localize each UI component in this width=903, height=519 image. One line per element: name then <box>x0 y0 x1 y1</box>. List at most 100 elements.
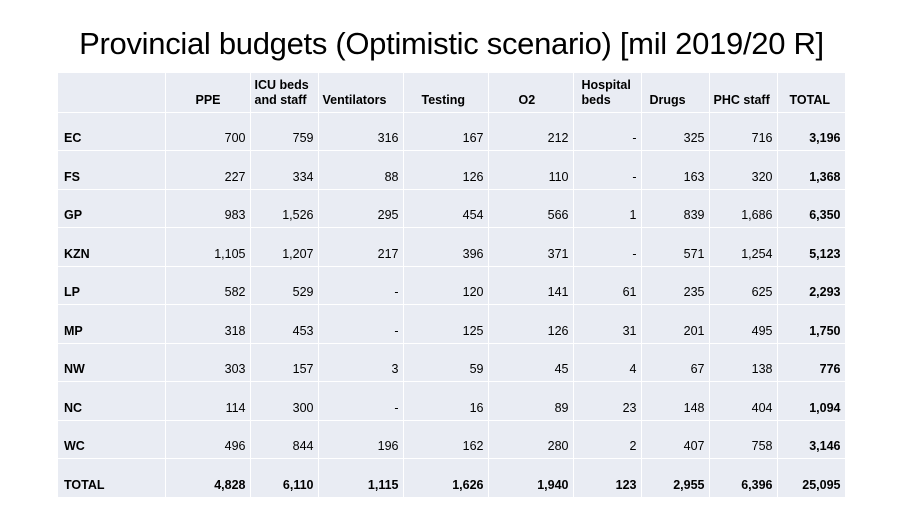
value-cell: 1 <box>573 189 642 228</box>
value-cell: 217 <box>318 227 404 267</box>
value-cell: 1,940 <box>488 458 574 498</box>
value-cell: 138 <box>709 343 778 382</box>
value-cell: 839 <box>641 189 710 228</box>
province-cell: EC <box>58 112 166 151</box>
value-cell: 496 <box>165 420 251 459</box>
value-cell: 45 <box>488 343 574 382</box>
total-row: TOTAL 4,828 6,110 1,115 1,626 1,940 123 2,955 6,… <box>58 458 846 498</box>
row-total-cell: 25,095 <box>777 458 846 498</box>
value-cell: 23 <box>573 381 642 421</box>
value-cell: 758 <box>709 420 778 459</box>
row-total-cell: 1,750 <box>777 304 846 344</box>
header-cell-o2: O2 <box>488 73 574 113</box>
value-cell: 141 <box>488 266 574 305</box>
value-cell: 67 <box>641 343 710 382</box>
slide-title: Provincial budgets (Optimistic scenario)… <box>79 26 824 61</box>
value-cell: 983 <box>165 189 251 228</box>
header-row: PPE ICU beds and staff Ventilators Testi… <box>58 73 846 113</box>
value-cell: 566 <box>488 189 574 228</box>
total-label: TOTAL <box>58 458 166 498</box>
value-cell: 16 <box>403 381 489 421</box>
value-cell: 844 <box>250 420 319 459</box>
value-cell: 316 <box>318 112 404 151</box>
table-row: NC 114 300-16 89 23 148 404 1,094 <box>58 381 846 421</box>
header-cell-icu: ICU beds and staff <box>250 73 319 113</box>
table-row: EC 700 759 316 167 212-325 716 3,196 <box>58 112 846 151</box>
value-cell: 1,626 <box>403 458 489 498</box>
table-row: FS 227 334 88 126 110-163 320 1,368 <box>58 150 846 190</box>
value-cell: 227 <box>165 150 251 190</box>
row-total-cell: 1,368 <box>777 150 846 190</box>
value-cell: 407 <box>641 420 710 459</box>
value-cell: 201 <box>641 304 710 344</box>
value-cell: 114 <box>165 381 251 421</box>
province-cell: KZN <box>58 227 166 267</box>
value-cell: - <box>318 266 404 305</box>
value-cell: 4 <box>573 343 642 382</box>
province-cell: MP <box>58 304 166 344</box>
value-cell: 6,110 <box>250 458 319 498</box>
value-cell: - <box>318 381 404 421</box>
value-cell: 31 <box>573 304 642 344</box>
header-cell-drugs: Drugs <box>641 73 710 113</box>
value-cell: 318 <box>165 304 251 344</box>
value-cell: 157 <box>250 343 319 382</box>
row-total-cell: 3,146 <box>777 420 846 459</box>
value-cell: 759 <box>250 112 319 151</box>
value-cell: 61 <box>573 266 642 305</box>
table-body: EC 700 759 316 167 212-325 716 3,196 FS 227 334 88 1… <box>58 112 846 498</box>
header-cell-ventilators: Ventilators <box>318 73 404 113</box>
value-cell: 212 <box>488 112 574 151</box>
value-cell: 59 <box>403 343 489 382</box>
header-cell-ppe: PPE <box>165 73 251 113</box>
value-cell: 126 <box>488 304 574 344</box>
province-cell: NW <box>58 343 166 382</box>
value-cell: 700 <box>165 112 251 151</box>
value-cell: 196 <box>318 420 404 459</box>
value-cell: - <box>573 150 642 190</box>
value-cell: 454 <box>403 189 489 228</box>
value-cell: 1,115 <box>318 458 404 498</box>
value-cell: 3 <box>318 343 404 382</box>
province-cell: GP <box>58 189 166 228</box>
value-cell: 495 <box>709 304 778 344</box>
value-cell: 320 <box>709 150 778 190</box>
value-cell: 89 <box>488 381 574 421</box>
header-cell-province <box>58 73 166 113</box>
value-cell: 123 <box>573 458 642 498</box>
value-cell: 295 <box>318 189 404 228</box>
row-total-cell: 1,094 <box>777 381 846 421</box>
value-cell: 404 <box>709 381 778 421</box>
value-cell: 163 <box>641 150 710 190</box>
value-cell: 125 <box>403 304 489 344</box>
row-total-cell: 5,123 <box>777 227 846 267</box>
table-row: GP 983 1,526 295 454 566 1 839 1,686 6,350 <box>58 189 846 228</box>
value-cell: - <box>573 112 642 151</box>
value-cell: 2 <box>573 420 642 459</box>
value-cell: 235 <box>641 266 710 305</box>
row-total-cell: 6,350 <box>777 189 846 228</box>
value-cell: 1,207 <box>250 227 319 267</box>
value-cell: 1,526 <box>250 189 319 228</box>
value-cell: 716 <box>709 112 778 151</box>
header-cell-phc-staff: PHC staff <box>709 73 778 113</box>
value-cell: 325 <box>641 112 710 151</box>
row-total-cell: 776 <box>777 343 846 382</box>
table-row: KZN 1,105 1,207 217 396 371-571 1,254 5,123 <box>58 227 846 267</box>
value-cell: 300 <box>250 381 319 421</box>
province-cell: WC <box>58 420 166 459</box>
value-cell: 6,396 <box>709 458 778 498</box>
province-cell: NC <box>58 381 166 421</box>
value-cell: 167 <box>403 112 489 151</box>
value-cell: 2,955 <box>641 458 710 498</box>
value-cell: 571 <box>641 227 710 267</box>
row-total-cell: 2,293 <box>777 266 846 305</box>
value-cell: 396 <box>403 227 489 267</box>
table-row: NW 303 157 3 59 45 4 67 138 776 <box>58 343 846 382</box>
value-cell: 371 <box>488 227 574 267</box>
province-cell: FS <box>58 150 166 190</box>
value-cell: 280 <box>488 420 574 459</box>
value-cell: 4,828 <box>165 458 251 498</box>
province-cell: LP <box>58 266 166 305</box>
header-cell-total: TOTAL <box>777 73 846 113</box>
